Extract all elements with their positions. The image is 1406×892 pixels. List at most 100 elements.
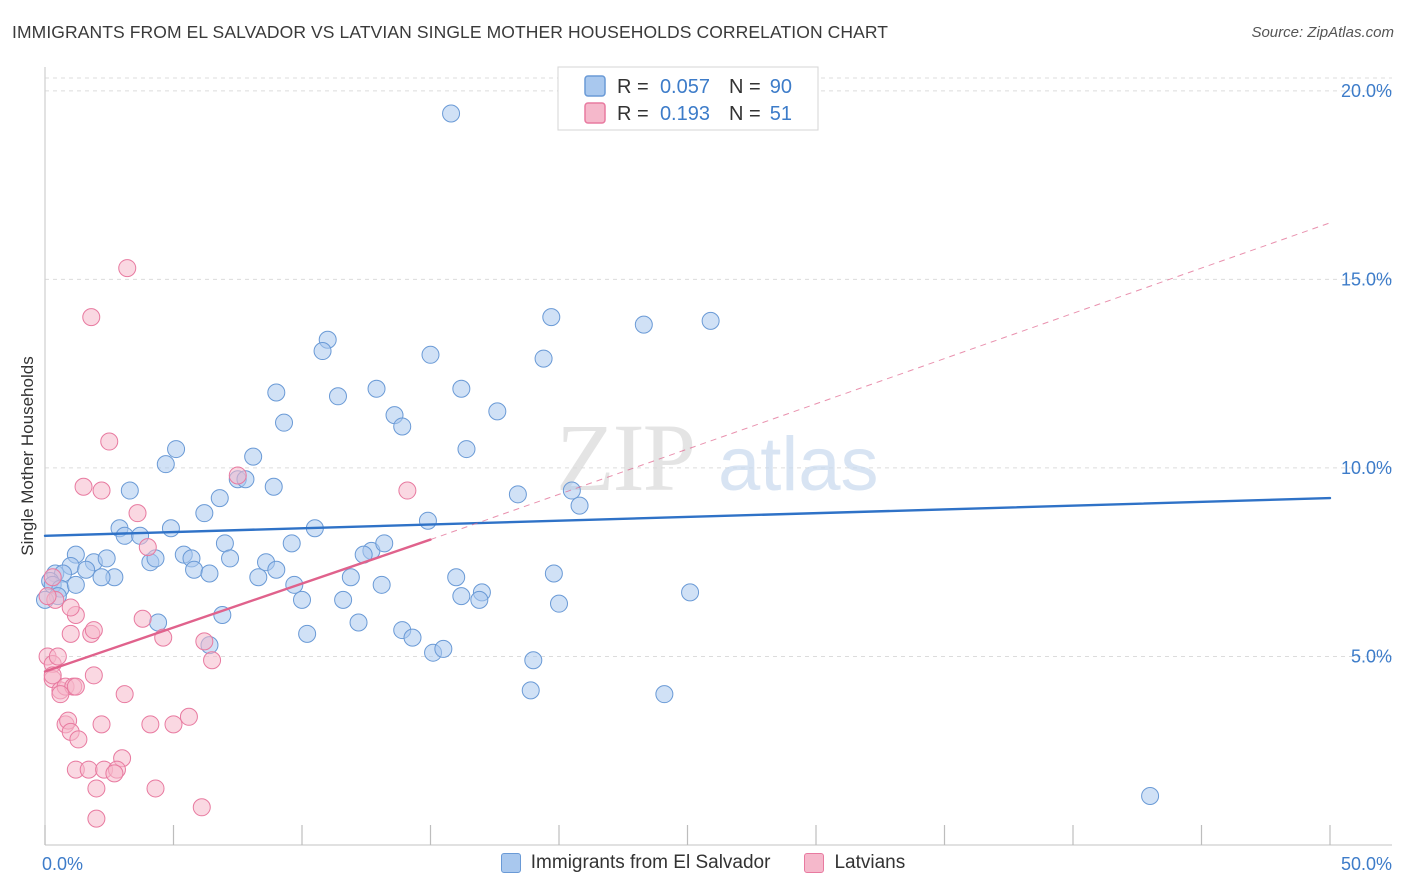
blue-data-point: [375, 534, 394, 553]
blue-data-point: [77, 560, 96, 579]
blue-data-point: [508, 485, 527, 504]
pink-data-point: [84, 666, 103, 685]
trend-lines: [43, 222, 1332, 673]
pink-trend-line: [43, 538, 432, 673]
watermark-atlas: atlas: [718, 422, 879, 507]
blue-data-point: [701, 311, 720, 330]
grid-lines: [45, 77, 1392, 657]
stats-legend: R = 0.057 N = 90 R = 0.193 N = 51: [557, 66, 819, 131]
stats-r-value: 0.193: [660, 103, 710, 125]
watermark: ZIP atlas: [556, 404, 879, 511]
y-tick-label: 5.0%: [1351, 646, 1392, 666]
pink-data-point: [195, 632, 214, 651]
y-tick-label: 10.0%: [1341, 458, 1392, 478]
blue-data-point: [393, 417, 412, 436]
pink-data-point: [164, 715, 183, 734]
blue-data-point: [264, 477, 283, 496]
stats-n-label: N =: [729, 103, 761, 125]
legend-swatch-pink: [804, 853, 825, 873]
blue-data-point: [470, 590, 489, 609]
pink-data-point: [69, 730, 88, 749]
blue-data-point: [92, 568, 111, 587]
blue-data-point: [298, 624, 317, 643]
blue-data-point: [115, 526, 134, 545]
blue-data-point: [452, 379, 471, 398]
blue-data-point: [210, 489, 229, 508]
blue-data-point: [418, 511, 437, 530]
stats-legend-swatch: [584, 102, 606, 124]
blue-data-point: [367, 379, 386, 398]
blue-data-point: [488, 402, 507, 421]
pink-data-point: [43, 568, 62, 587]
pink-data-point: [87, 779, 106, 798]
blue-data-point: [185, 560, 204, 579]
blue-data-point: [534, 349, 553, 368]
blue-data-point: [421, 345, 440, 364]
stats-r-value: 0.057: [660, 76, 710, 98]
blue-data-point: [195, 504, 214, 523]
blue-data-point: [570, 496, 589, 515]
blue-data-point: [550, 594, 568, 613]
legend-item-latvians: Latvians: [804, 852, 905, 874]
source-attribution: Source: ZipAtlas.com: [1251, 24, 1394, 41]
pink-data-point: [84, 621, 103, 640]
pink-data-point: [87, 809, 106, 828]
pink-data-point: [79, 760, 98, 779]
pink-data-point: [61, 598, 80, 617]
pink-data-point: [179, 707, 198, 726]
blue-data-point: [66, 575, 85, 594]
blue-data-point: [249, 568, 268, 587]
blue-data-point: [372, 575, 391, 594]
blue-data-point: [442, 104, 461, 123]
blue-data-point: [167, 440, 186, 459]
pink-data-point: [48, 647, 67, 666]
blue-data-point: [521, 681, 540, 700]
pink-data-point: [92, 481, 111, 500]
legend-label-latvians: Latvians: [834, 852, 906, 873]
pink-data-point: [118, 259, 137, 278]
blue-data-point: [97, 549, 116, 568]
y-tick-label: 20.0%: [1341, 81, 1392, 101]
stats-n-value: 90: [770, 76, 792, 98]
blue-data-point: [275, 413, 294, 432]
blue-data-point: [542, 308, 561, 327]
stats-legend-swatch: [584, 75, 606, 97]
blue-data-point: [562, 481, 581, 500]
pink-data-point: [138, 538, 157, 557]
blue-data-point: [457, 440, 476, 459]
pink-data-point: [92, 715, 111, 734]
blue-data-point: [149, 613, 168, 632]
pink-data-point: [38, 587, 57, 606]
pink-data-point: [74, 477, 93, 496]
stats-r-label: R =: [617, 76, 649, 98]
legend-swatch-blue: [500, 853, 521, 873]
legend-item-el-salvador: Immigrants from El Salvador: [500, 852, 770, 874]
blue-trend-line: [43, 496, 1332, 537]
blue-data-point: [524, 651, 543, 670]
x-tick-label: 50.0%: [1341, 854, 1392, 874]
tick-labels: 5.0% 10.0% 15.0% 20.0% 0.0% 50.0%: [42, 81, 1392, 874]
pink-data-point: [66, 677, 85, 696]
pink-data-point: [115, 685, 134, 704]
pink-trend-extension: [430, 222, 1331, 541]
stats-n-value: 51: [770, 103, 792, 125]
blue-data-point: [1141, 786, 1160, 805]
blue-data-point: [434, 639, 453, 658]
pink-data-point: [192, 798, 211, 817]
blue-data-point: [655, 685, 674, 704]
chart-title: IMMIGRANTS FROM EL SALVADOR VS LATVIAN S…: [12, 22, 889, 42]
data-points: [36, 104, 1160, 828]
blue-data-point: [156, 455, 175, 474]
blue-data-point: [282, 534, 301, 553]
blue-data-point: [293, 590, 311, 609]
blue-data-point: [215, 534, 234, 553]
blue-data-point: [328, 387, 347, 406]
pink-data-point: [203, 651, 222, 670]
blue-data-point: [285, 575, 304, 594]
pink-data-point: [51, 685, 70, 704]
pink-data-point: [100, 432, 119, 451]
x-tick-label: 0.0%: [42, 854, 83, 874]
blue-data-point: [221, 549, 240, 568]
blue-data-point: [244, 447, 263, 466]
